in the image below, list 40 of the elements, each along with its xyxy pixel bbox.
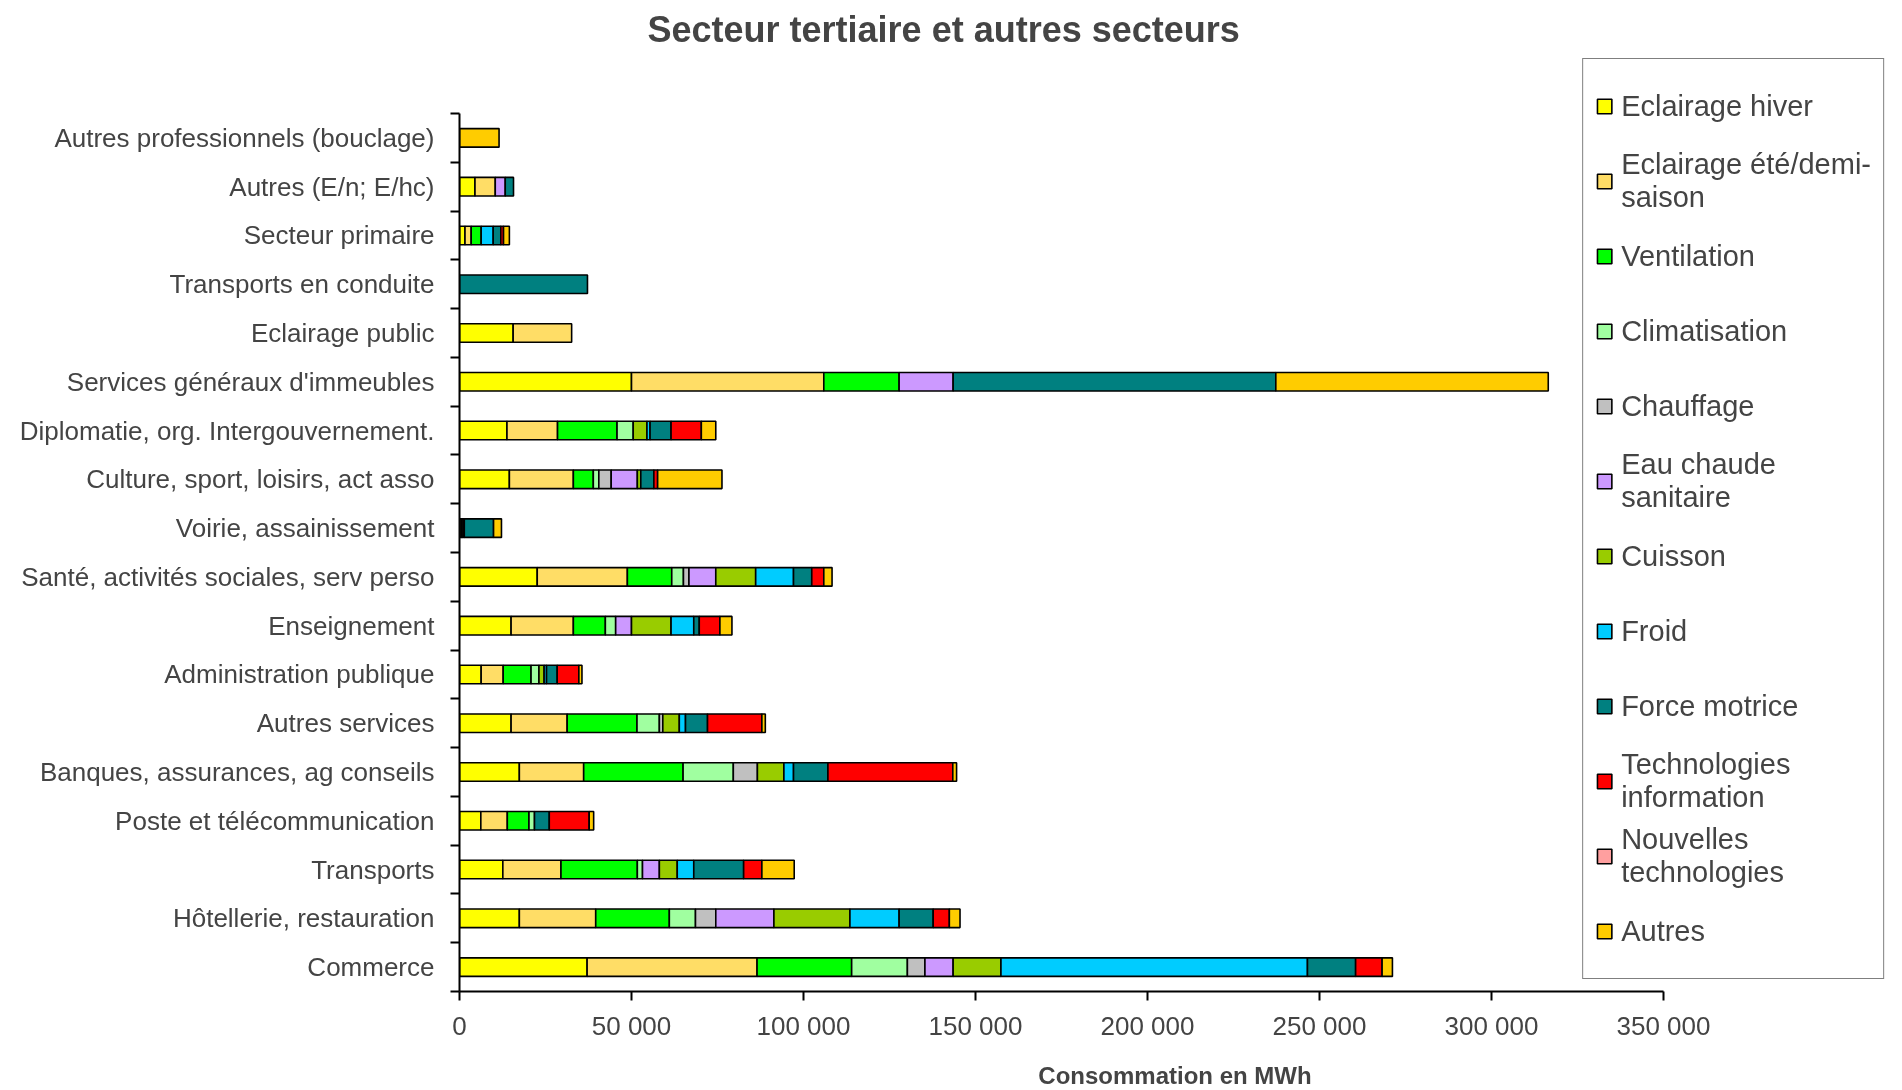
x-tick-label: 50 000 [591,1010,672,1041]
x-tick-label: 350 000 [1616,1010,1711,1041]
y-tick-label: Autres services [256,708,435,739]
x-tick-label: 0 [452,1010,467,1041]
y-tick-label: Hôtellerie, restauration [172,903,435,934]
y-tick-label: Autres professionnels (bouclage) [54,122,435,153]
legend-label: Froid [1621,613,1688,649]
legend-label: Eclairage été/demi-saison [1621,147,1871,215]
y-tick-label: Administration publique [164,659,435,690]
x-tick-label: 300 000 [1444,1010,1539,1041]
y-tick-label: Eclairage public [250,318,435,348]
chart-title: Secteur tertiaire et autres secteurs [647,8,1240,50]
x-tick-label: 100 000 [756,1010,851,1041]
legend-label: Eau chaude sanitaire [1621,447,1776,515]
legend-label: Force motrice [1621,688,1799,724]
legend-label: Eclairage hiver [1621,88,1813,124]
y-tick-label: Santé, activités sociales, serv perso [21,561,435,592]
x-tick-label: 200 000 [1100,1010,1195,1041]
y-tick-label: Culture, sport, loisirs, act asso [86,464,435,495]
legend-label: Ventilation [1621,238,1755,274]
y-tick-label: Transports en conduite [169,269,435,300]
x-tick-label: 250 000 [1272,1010,1367,1041]
legend-label: Cuisson [1621,538,1726,574]
y-tick-label: Banques, assurances, ag conseils [39,757,435,787]
y-tick-label: Services généraux d'immeubles [66,366,435,397]
legend-label: Chauffage [1621,388,1755,424]
y-tick-label: Secteur primaire [243,220,435,251]
x-axis-title: Consommation en MWh [1038,1061,1312,1089]
x-tick-label: 150 000 [928,1010,1023,1041]
y-tick-label: Commerce [307,952,435,983]
y-tick-label: Poste et télécommunication [115,805,435,836]
legend-label: Technologies information [1621,747,1791,815]
legend-label: Climatisation [1621,313,1788,349]
y-tick-label: Enseignement [268,610,436,641]
y-tick-label: Transports [311,854,435,885]
legend-label: Autres [1621,913,1705,949]
y-tick-label: Voirie, assainissement [175,513,436,544]
legend-label: Nouvelles technologies [1621,822,1784,890]
y-tick-label: Autres (E/n; E/hc) [229,171,435,202]
y-tick-label: Diplomatie, org. Intergouvernement. [19,415,435,446]
